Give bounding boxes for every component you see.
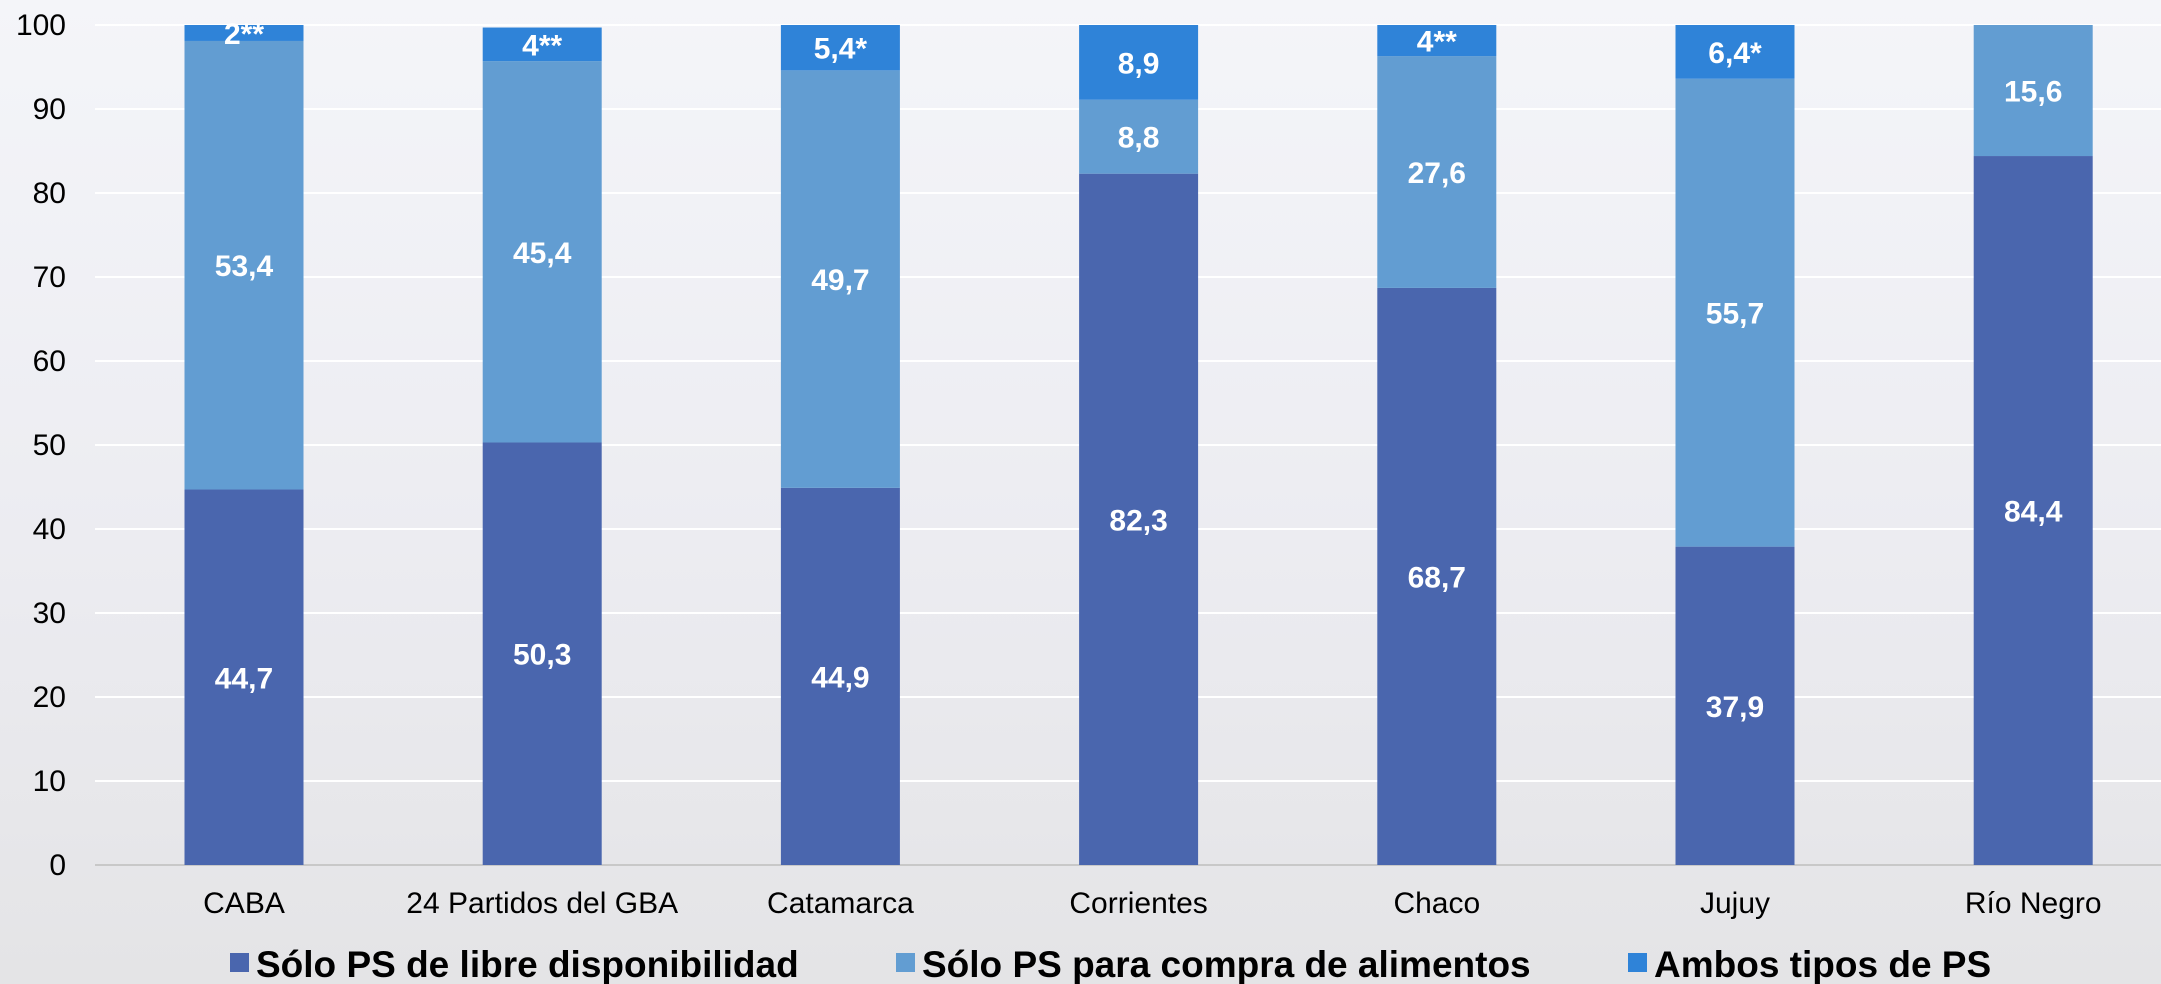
y-tick-label: 30: [33, 597, 66, 630]
data-label: 37,9: [1706, 691, 1764, 724]
data-label: 55,7: [1706, 298, 1764, 331]
category-label: CABA: [203, 887, 285, 920]
bar-segment: [1973, 25, 2093, 157]
bar-segment: [1079, 25, 1199, 100]
data-label: 27,6: [1408, 157, 1466, 190]
y-tick-label: 10: [33, 765, 66, 798]
bar-segment: [1377, 287, 1497, 865]
data-label: 4**: [1417, 26, 1457, 59]
y-tick-label: 100: [16, 9, 66, 42]
legend-label: Sólo PS de libre disponibilidad: [256, 944, 799, 984]
bar-segment: [482, 61, 602, 443]
legend-label: Sólo PS para compra de alimentos: [922, 944, 1531, 984]
data-label: 5,4*: [814, 33, 868, 66]
legend-label: Ambos tipos de PS: [1654, 944, 1991, 984]
data-label: 6,4*: [1708, 37, 1762, 70]
bar-segment: [1079, 99, 1199, 174]
bar-segment: [184, 25, 304, 41]
data-label: 45,4: [513, 237, 572, 270]
data-label: 8,9: [1118, 47, 1160, 80]
y-tick-label: 40: [33, 513, 66, 546]
category-label: Río Negro: [1965, 887, 2102, 920]
bar-segment: [780, 487, 900, 865]
data-label: 8,8: [1118, 122, 1160, 155]
category-label: Catamarca: [767, 887, 914, 920]
category-label: Chaco: [1393, 887, 1480, 920]
legend-swatch: [1628, 953, 1647, 972]
bar-segment: [1377, 56, 1497, 288]
legend-swatch: [230, 953, 249, 972]
data-label: 15,6: [2004, 76, 2062, 109]
category-label: Jujuy: [1700, 887, 1770, 920]
data-label: 2**: [224, 18, 264, 51]
data-label: 44,7: [215, 662, 273, 695]
y-tick-label: 90: [33, 93, 66, 126]
data-label: 44,9: [811, 661, 869, 694]
bars: [184, 25, 2093, 866]
y-tick-label: 70: [33, 261, 66, 294]
category-label: Corrientes: [1069, 887, 1207, 920]
bar-segment: [184, 489, 304, 865]
bar-segment: [1675, 78, 1795, 547]
category-label: 24 Partidos del GBA: [406, 887, 678, 920]
data-label: 53,4: [215, 250, 274, 283]
bar-segment: [184, 40, 304, 490]
legend-swatch: [896, 953, 915, 972]
bar-segment: [780, 25, 900, 71]
data-label: 49,7: [811, 264, 869, 297]
y-tick-label: 50: [33, 429, 66, 462]
bar-segment: [482, 442, 602, 865]
bar-segment: [780, 70, 900, 488]
bar-segment: [1675, 25, 1795, 79]
legend: Sólo PS de libre disponibilidad Sólo PS p…: [230, 944, 1991, 984]
bar-segment: [1675, 546, 1795, 865]
y-tick-label: 80: [33, 177, 66, 210]
bar-segment: [1973, 156, 2093, 866]
data-label: 84,4: [2004, 496, 2063, 529]
bar-segment: [1079, 173, 1199, 865]
data-label: 82,3: [1109, 504, 1167, 537]
bar-segment: [482, 27, 602, 62]
y-axis-ticks: 0 10 20 30 40 50 60 70 80 90 100: [16, 9, 66, 882]
bar-segment: [1377, 25, 1497, 57]
y-tick-label: 0: [49, 849, 66, 882]
data-label: 68,7: [1408, 561, 1466, 594]
data-label: 50,3: [513, 639, 571, 672]
y-tick-label: 60: [33, 345, 66, 378]
data-labels: 44,7 53,4 2** 50,3 45,4 4** 44,9 49,7 5,4* 82,3 8,…: [215, 18, 2063, 724]
data-label: 4**: [522, 29, 562, 62]
category-labels: CABA 24 Partidos del GBA Catamarca Corrient…: [203, 887, 2101, 920]
y-tick-label: 20: [33, 681, 66, 714]
